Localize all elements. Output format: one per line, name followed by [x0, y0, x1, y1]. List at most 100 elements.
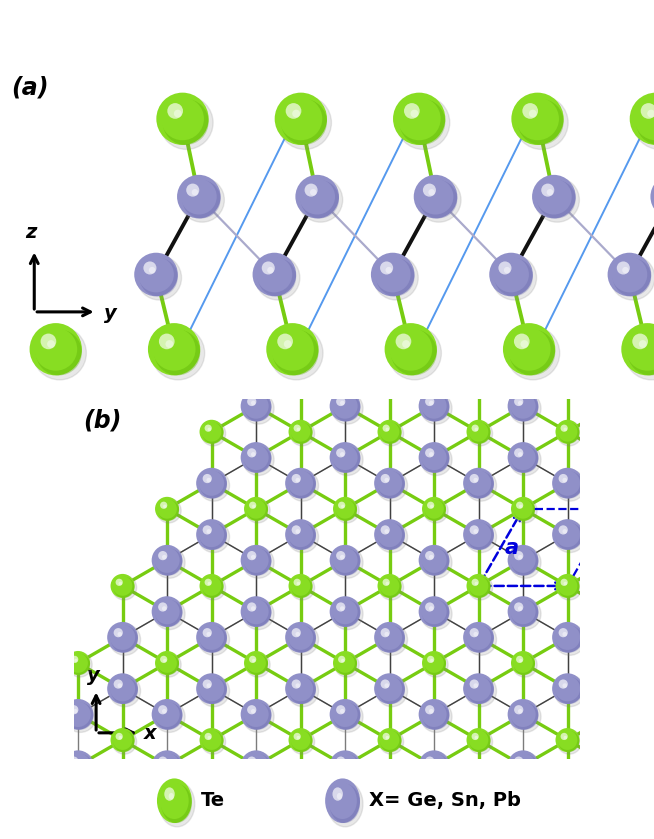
- Circle shape: [332, 599, 358, 624]
- Circle shape: [203, 731, 224, 752]
- Circle shape: [163, 504, 167, 508]
- Circle shape: [472, 732, 479, 740]
- Circle shape: [71, 656, 78, 663]
- Circle shape: [152, 328, 196, 371]
- Circle shape: [156, 92, 209, 145]
- Circle shape: [207, 581, 211, 586]
- Circle shape: [547, 189, 553, 195]
- Circle shape: [402, 340, 410, 348]
- Circle shape: [292, 680, 301, 689]
- Circle shape: [278, 96, 332, 149]
- Circle shape: [564, 428, 567, 431]
- Circle shape: [157, 779, 192, 823]
- Circle shape: [205, 732, 212, 740]
- Circle shape: [422, 446, 449, 473]
- Circle shape: [207, 683, 211, 688]
- Circle shape: [118, 736, 122, 739]
- Circle shape: [332, 753, 363, 784]
- Circle shape: [298, 178, 343, 222]
- Circle shape: [288, 367, 313, 393]
- Circle shape: [381, 680, 390, 689]
- Circle shape: [552, 673, 583, 704]
- Circle shape: [381, 371, 390, 380]
- Circle shape: [419, 180, 457, 218]
- Circle shape: [555, 676, 580, 701]
- Circle shape: [332, 393, 363, 424]
- Circle shape: [653, 178, 654, 222]
- Circle shape: [429, 401, 434, 405]
- Circle shape: [336, 397, 345, 406]
- Circle shape: [555, 522, 580, 547]
- Circle shape: [554, 624, 585, 655]
- Circle shape: [560, 425, 568, 432]
- Circle shape: [556, 472, 583, 498]
- Circle shape: [509, 547, 541, 578]
- Circle shape: [467, 523, 494, 550]
- Circle shape: [292, 576, 313, 598]
- Circle shape: [340, 452, 345, 456]
- Circle shape: [198, 624, 230, 655]
- Circle shape: [157, 499, 177, 519]
- Circle shape: [385, 267, 392, 274]
- Circle shape: [186, 184, 199, 196]
- Circle shape: [559, 576, 579, 598]
- Circle shape: [511, 92, 564, 145]
- Circle shape: [514, 448, 523, 457]
- Text: z: z: [26, 223, 37, 242]
- Circle shape: [41, 334, 56, 349]
- Circle shape: [296, 736, 300, 739]
- Circle shape: [516, 656, 523, 663]
- Circle shape: [69, 654, 90, 675]
- Circle shape: [468, 576, 492, 600]
- Circle shape: [161, 97, 204, 140]
- Circle shape: [421, 444, 452, 476]
- Circle shape: [506, 326, 560, 380]
- Circle shape: [165, 340, 173, 348]
- Circle shape: [419, 391, 449, 421]
- Circle shape: [69, 705, 78, 714]
- Circle shape: [334, 754, 360, 781]
- Circle shape: [207, 632, 211, 637]
- Circle shape: [162, 607, 167, 611]
- Circle shape: [558, 730, 577, 750]
- Circle shape: [377, 574, 402, 598]
- Circle shape: [332, 598, 363, 629]
- Circle shape: [154, 598, 185, 629]
- Circle shape: [465, 624, 496, 655]
- Circle shape: [425, 397, 434, 406]
- Circle shape: [381, 525, 390, 534]
- Circle shape: [245, 394, 271, 421]
- Circle shape: [552, 365, 583, 396]
- Circle shape: [465, 470, 496, 501]
- Circle shape: [330, 442, 360, 473]
- Text: X= Ge, Sn, Pb: X= Ge, Sn, Pb: [369, 791, 521, 810]
- Circle shape: [155, 497, 179, 521]
- Circle shape: [258, 258, 296, 296]
- Circle shape: [110, 676, 135, 701]
- Circle shape: [463, 468, 494, 498]
- Circle shape: [200, 523, 227, 550]
- Circle shape: [379, 576, 404, 600]
- Circle shape: [509, 753, 541, 784]
- Circle shape: [296, 375, 300, 379]
- Circle shape: [336, 654, 357, 675]
- Circle shape: [292, 525, 301, 534]
- Circle shape: [376, 367, 407, 399]
- Circle shape: [555, 574, 579, 598]
- Circle shape: [243, 753, 274, 784]
- Circle shape: [159, 781, 195, 827]
- Circle shape: [376, 258, 415, 296]
- Circle shape: [608, 253, 651, 296]
- Circle shape: [510, 753, 536, 779]
- Circle shape: [552, 468, 583, 498]
- Circle shape: [398, 97, 441, 140]
- Circle shape: [109, 624, 141, 655]
- Circle shape: [207, 736, 211, 739]
- Circle shape: [510, 445, 536, 470]
- Circle shape: [294, 425, 301, 432]
- Circle shape: [203, 474, 212, 483]
- Circle shape: [201, 576, 222, 596]
- Circle shape: [421, 701, 447, 727]
- Circle shape: [562, 683, 567, 688]
- Circle shape: [158, 757, 167, 766]
